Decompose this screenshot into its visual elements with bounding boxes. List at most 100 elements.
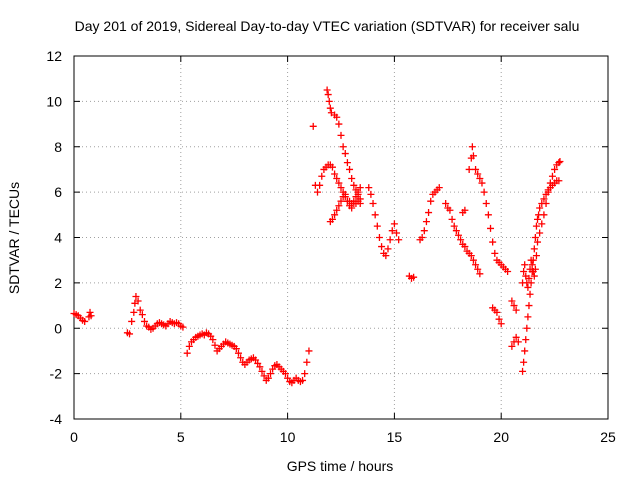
y-tick-label: 0 [54, 320, 62, 336]
data-point [504, 268, 512, 276]
data-point [528, 261, 536, 269]
data-point [234, 349, 242, 357]
data-point [260, 372, 268, 380]
data-point [542, 199, 550, 207]
data-point [482, 199, 490, 207]
data-point [530, 245, 538, 253]
x-tick-label: 5 [177, 429, 185, 445]
data-point [378, 243, 386, 251]
data-point [493, 308, 501, 316]
series-seg-4c [326, 190, 364, 226]
data-point [343, 159, 351, 167]
data-point [555, 177, 563, 185]
data-point [86, 308, 94, 316]
data-point [472, 261, 480, 269]
data-point [339, 143, 347, 151]
data-point [478, 179, 486, 187]
x-tick-label: 10 [280, 429, 296, 445]
data-point [346, 165, 354, 173]
grid [74, 56, 608, 419]
data-point [532, 222, 540, 230]
data-point [256, 363, 264, 371]
data-point [136, 306, 144, 314]
data-point [333, 206, 341, 214]
data-point [309, 122, 317, 130]
data-point [81, 317, 89, 325]
series-seg-8 [459, 143, 512, 276]
data-point [299, 376, 307, 384]
data-point [450, 222, 458, 230]
data-point [87, 312, 95, 320]
data-point [128, 317, 136, 325]
data-point [264, 374, 272, 382]
axis-ticks [73, 55, 609, 420]
x-tick-labels: 0 5 10 15 20 25 [70, 429, 616, 445]
data-point [484, 211, 492, 219]
data-point [532, 252, 540, 260]
data-point [452, 227, 460, 235]
data-point [468, 143, 476, 151]
data-point [467, 252, 475, 260]
data-point [519, 367, 527, 375]
y-tick-label: 12 [46, 48, 62, 64]
data-point [534, 215, 542, 223]
data-point [314, 188, 322, 196]
y-tick-label: 2 [54, 275, 62, 291]
data-point [179, 323, 187, 331]
data-point [331, 211, 339, 219]
data-point [140, 317, 148, 325]
data-points [70, 86, 564, 387]
data-point [393, 229, 401, 237]
data-point [341, 190, 349, 198]
data-point [491, 249, 499, 257]
data-point [512, 306, 520, 314]
data-point [356, 184, 364, 192]
data-point [371, 211, 379, 219]
data-point [301, 370, 309, 378]
data-point [530, 272, 538, 280]
data-point [384, 245, 392, 253]
data-point [335, 179, 343, 187]
data-point [316, 181, 324, 189]
data-point [352, 186, 360, 194]
data-point [126, 330, 134, 338]
data-point [546, 179, 554, 187]
data-point [489, 238, 497, 246]
y-tick-label: 8 [54, 139, 62, 155]
data-point [354, 190, 362, 198]
data-point [130, 308, 138, 316]
data-point [495, 315, 503, 323]
series-seg-7 [416, 184, 484, 278]
data-point [442, 199, 450, 207]
data-point [281, 370, 289, 378]
y-tick-label: 4 [54, 230, 62, 246]
data-point [536, 204, 544, 212]
data-point [480, 188, 488, 196]
data-point [324, 91, 332, 99]
data-point [337, 197, 345, 205]
data-point [373, 222, 381, 230]
data-point [469, 152, 477, 160]
data-point [328, 215, 336, 223]
x-tick-label: 25 [600, 429, 616, 445]
data-point [335, 202, 343, 210]
data-point [348, 204, 356, 212]
data-point [446, 206, 454, 214]
data-point [422, 218, 430, 226]
data-point [531, 265, 539, 273]
data-point [365, 184, 373, 192]
data-point [520, 358, 528, 366]
data-point [267, 370, 275, 378]
series-seg-5 [365, 184, 403, 260]
y-axis-label: SDTVAR / TECUs [6, 182, 22, 294]
series-seg-6 [405, 272, 418, 282]
chart-title: Day 201 of 2019, Sidereal Day-to-day VTE… [75, 18, 580, 34]
data-point [525, 274, 533, 282]
data-point [134, 297, 142, 305]
data-point [520, 268, 528, 276]
data-point [132, 292, 140, 300]
data-point [508, 342, 516, 350]
series-seg-11 [519, 157, 564, 291]
data-point [472, 165, 480, 173]
